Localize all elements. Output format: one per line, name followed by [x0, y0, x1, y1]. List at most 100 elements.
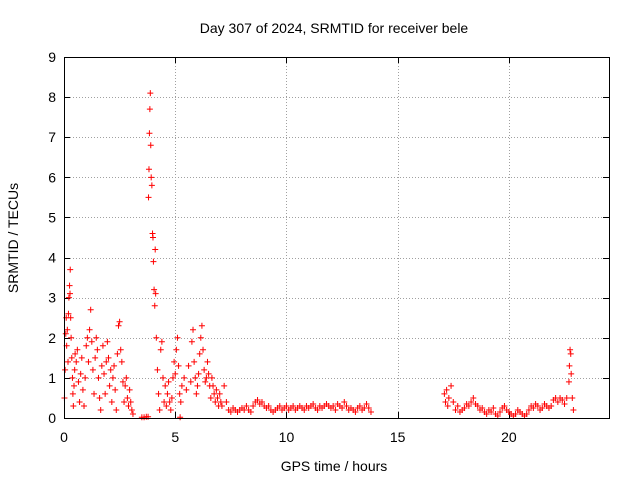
data-point [85, 358, 92, 365]
data-point [512, 410, 519, 417]
data-point [265, 402, 272, 409]
data-point [81, 402, 88, 409]
data-point [250, 402, 257, 409]
y-tick-label: 3 [48, 290, 56, 306]
data-point [202, 378, 209, 385]
data-point [192, 374, 199, 381]
data-point [88, 338, 95, 345]
data-point [554, 398, 561, 405]
data-point [154, 366, 161, 373]
data-point [197, 334, 204, 341]
data-point [127, 398, 134, 405]
data-point [147, 142, 154, 149]
data-point [129, 410, 136, 417]
y-tick-label: 5 [48, 209, 56, 225]
data-point [67, 266, 74, 273]
data-point [314, 406, 321, 413]
data-point [190, 326, 197, 333]
data-point [310, 400, 317, 407]
data-point [343, 402, 350, 409]
data-point [174, 334, 181, 341]
data-point [441, 390, 448, 397]
data-point [164, 390, 171, 397]
data-point [70, 402, 77, 409]
data-point [211, 390, 218, 397]
data-point [178, 382, 185, 389]
data-point [213, 386, 220, 393]
data-point [74, 346, 81, 353]
data-point [68, 354, 75, 361]
data-point [82, 374, 89, 381]
data-point [243, 402, 250, 409]
data-point [147, 90, 154, 97]
data-point [221, 382, 228, 389]
data-point [570, 406, 577, 413]
data-point [539, 404, 546, 411]
data-point [196, 350, 203, 357]
data-point [352, 408, 359, 415]
data-point [64, 326, 71, 333]
data-point [171, 358, 178, 365]
data-point [470, 394, 477, 401]
ticks [64, 57, 609, 419]
data-point [218, 402, 225, 409]
data-point [93, 334, 100, 341]
data-point [67, 290, 74, 297]
data-point [214, 394, 221, 401]
data-point [247, 408, 254, 415]
data-point [207, 394, 214, 401]
data-point [176, 390, 183, 397]
data-point [363, 400, 370, 407]
data-point [162, 382, 169, 389]
data-point [181, 374, 188, 381]
data-point [567, 346, 574, 353]
data-point [442, 398, 449, 405]
y-tick-label: 4 [48, 250, 56, 266]
data-point [212, 398, 219, 405]
data-point [163, 402, 170, 409]
data-point [468, 398, 475, 405]
data-point [68, 334, 75, 341]
data-point [203, 374, 210, 381]
data-point [165, 378, 172, 385]
data-point [443, 386, 450, 393]
data-point [62, 366, 69, 373]
y-tick-label: 6 [48, 169, 56, 185]
data-point [146, 130, 153, 137]
data-point [201, 366, 208, 373]
data-point [146, 106, 153, 113]
data-point [198, 322, 205, 329]
data-point [151, 286, 158, 293]
data-point [559, 396, 566, 403]
x-axis-label: GPS time / hours [281, 458, 388, 474]
data-point [208, 374, 215, 381]
data-point [561, 400, 568, 407]
data-point [113, 406, 120, 413]
data-point [565, 378, 572, 385]
data-point [117, 346, 124, 353]
data-point [79, 386, 86, 393]
data-point [501, 402, 508, 409]
data-point [185, 362, 192, 369]
data-point [119, 378, 126, 385]
data-point [523, 410, 530, 417]
data-point [569, 394, 576, 401]
data-point [172, 370, 179, 377]
y-tick-label: 7 [48, 129, 56, 145]
data-point [525, 406, 532, 413]
data-point [128, 406, 135, 413]
data-point [77, 370, 84, 377]
data-point [151, 302, 158, 309]
data-point [490, 404, 497, 411]
data-point [153, 334, 160, 341]
data-point [210, 382, 217, 389]
data-point [365, 404, 372, 411]
data-point [177, 398, 184, 405]
data-point [548, 402, 555, 409]
x-tick-label: 20 [501, 429, 517, 445]
data-point [227, 408, 234, 415]
data-point [105, 354, 112, 361]
data-point [152, 290, 159, 297]
data-point [448, 382, 455, 389]
